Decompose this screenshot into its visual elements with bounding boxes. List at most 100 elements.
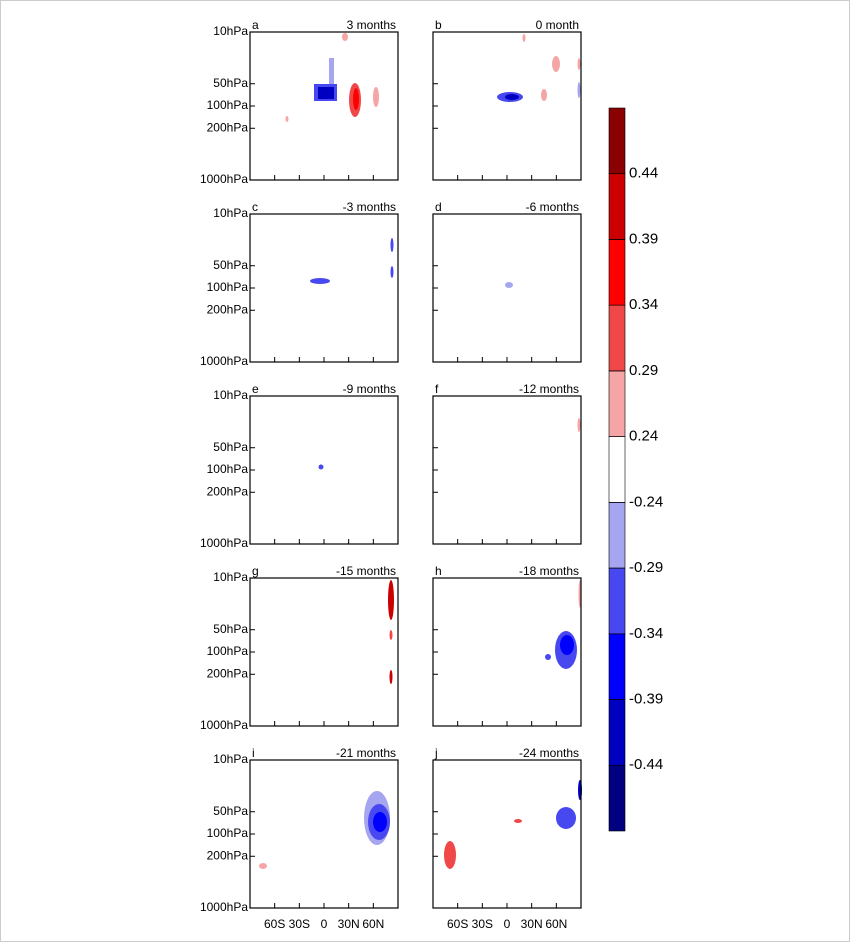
colorbar-label: 0.34 [629, 296, 658, 313]
y-tick-label: 10hPa [213, 24, 248, 38]
colorbar-label: 0.24 [629, 428, 658, 445]
contour [342, 33, 348, 41]
y-tick-label: 1000hPa [200, 172, 248, 186]
x-tick-label: 60N [362, 917, 384, 931]
contour [556, 807, 576, 829]
x-tick-label: 0 [504, 917, 511, 931]
x-tick-label: 30N [521, 917, 543, 931]
contour [353, 88, 359, 110]
colorbar-box [608, 239, 626, 306]
contour [389, 670, 393, 684]
panel-label: i [252, 746, 255, 760]
contour [390, 238, 394, 252]
colorbar-box [608, 502, 626, 569]
contour [444, 841, 456, 869]
colorbar-box [608, 107, 626, 175]
x-tick-label: 0 [321, 917, 328, 931]
panel-title: -9 months [343, 382, 396, 396]
y-tick-label: 10hPa [213, 206, 248, 220]
contour-fills [259, 33, 582, 869]
colorbar-box [608, 764, 626, 832]
contour [389, 630, 393, 640]
contour [318, 464, 324, 470]
y-tick-label: 10hPa [213, 570, 248, 584]
contour [522, 34, 526, 42]
contour [373, 812, 387, 832]
panel-title: -24 months [519, 746, 579, 760]
y-tick-label: 100hPa [207, 826, 249, 840]
x-tick-label: 30N [338, 917, 360, 931]
panel-title: -12 months [519, 382, 579, 396]
colorbar-box [608, 370, 626, 437]
x-tick-label: 60S [447, 917, 468, 931]
contour [514, 819, 522, 823]
y-tick-label: 200hPa [207, 666, 249, 680]
colorbar-box [608, 436, 626, 503]
colorbar-label: -0.29 [629, 559, 663, 576]
panel-title: -21 months [336, 746, 396, 760]
panel-label: j [434, 746, 438, 760]
y-tick-label: 200hPa [207, 302, 249, 316]
y-tick-label: 50hPa [213, 622, 248, 636]
y-tick-label: 100hPa [207, 280, 249, 294]
y-tick-label: 50hPa [213, 804, 248, 818]
contour [373, 87, 379, 107]
contour [560, 635, 574, 655]
x-tick-label: 60S [264, 917, 285, 931]
panel-title: -6 months [526, 200, 579, 214]
contour [505, 282, 513, 288]
y-tick-label: 1000hPa [200, 536, 248, 550]
y-tick-label: 100hPa [207, 98, 249, 112]
colorbar-box [608, 633, 626, 700]
y-tick-label: 50hPa [213, 440, 248, 454]
contour [388, 580, 394, 620]
colorbar-label: 0.39 [629, 230, 658, 247]
panel-title: 3 months [347, 18, 396, 32]
panel-label: b [435, 18, 442, 32]
panel-title: -3 months [343, 200, 396, 214]
contour [329, 58, 334, 98]
colorbar-label: -0.24 [629, 493, 663, 510]
contour [577, 418, 581, 432]
panel-label: h [435, 564, 442, 578]
y-tick-label: 50hPa [213, 76, 248, 90]
contour [390, 266, 394, 278]
y-tick-label: 200hPa [207, 120, 249, 134]
y-tick-label: 100hPa [207, 462, 249, 476]
contour [259, 863, 267, 869]
panel-label: a [252, 18, 259, 32]
panel-label: e [252, 382, 259, 396]
colorbar-box [608, 173, 626, 240]
panel-title: 0 month [536, 18, 579, 32]
panel-title: -18 months [519, 564, 579, 578]
contour [285, 116, 289, 122]
panel-title: -15 months [336, 564, 396, 578]
contour [310, 278, 330, 284]
y-tick-label: 1000hPa [200, 718, 248, 732]
colorbar-label: 0.29 [629, 362, 658, 379]
y-tick-label: 100hPa [207, 644, 249, 658]
y-tick-label: 10hPa [213, 752, 248, 766]
contour [577, 82, 581, 98]
colorbar-box [608, 567, 626, 635]
colorbar-label: -0.34 [629, 625, 663, 642]
y-tick-label: 200hPa [207, 484, 249, 498]
x-tick-label: 60N [545, 917, 567, 931]
contour [552, 56, 560, 72]
contour [318, 87, 334, 99]
panel-label: d [435, 200, 442, 214]
y-tick-label: 200hPa [207, 848, 249, 862]
contour [505, 94, 519, 100]
colorbar-label: -0.44 [629, 756, 663, 773]
panel-label: g [252, 564, 259, 578]
x-tick-label: 30S [472, 917, 493, 931]
contour [577, 58, 581, 70]
contour [541, 89, 547, 101]
contour [545, 654, 551, 660]
panel-label: f [435, 382, 439, 396]
x-tick-label: 30S [289, 917, 310, 931]
colorbar-box [608, 304, 626, 372]
colorbar-label: 0.44 [629, 165, 658, 182]
